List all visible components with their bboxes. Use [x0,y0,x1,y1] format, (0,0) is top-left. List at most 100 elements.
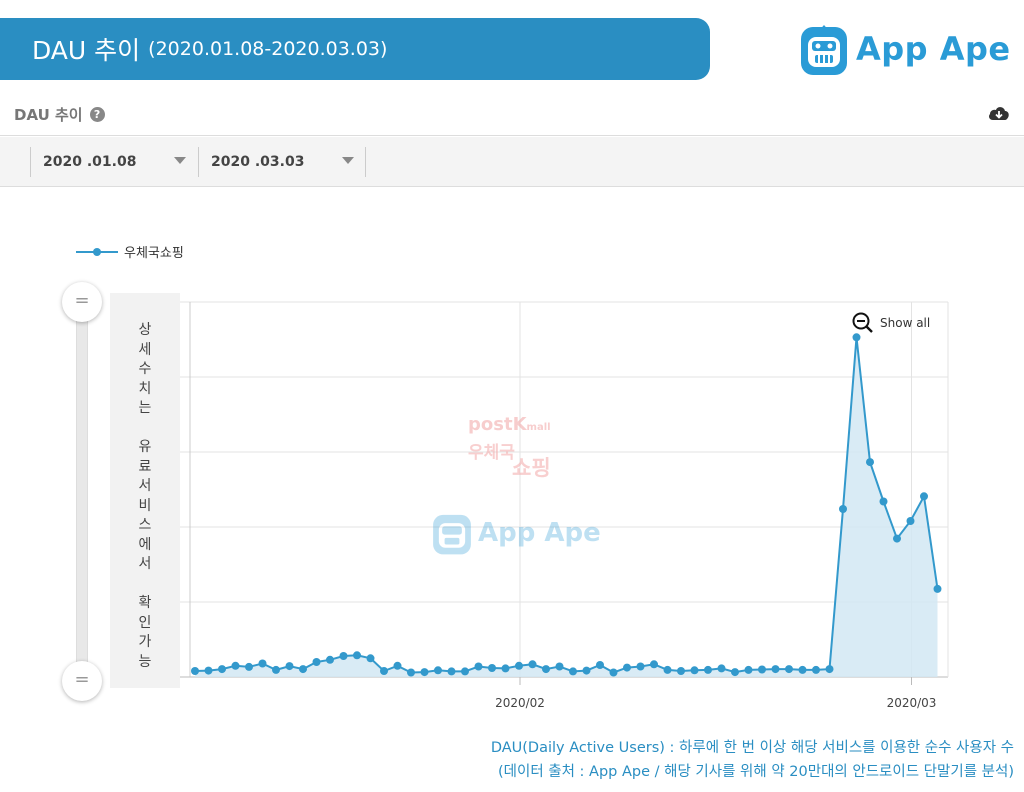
data-point[interactable] [933,584,942,593]
data-point[interactable] [285,662,294,671]
data-point[interactable] [474,662,483,671]
data-point[interactable] [299,665,307,674]
data-point[interactable] [650,660,658,669]
start-date-select[interactable]: 2020 .01.08 [30,147,196,177]
series-line [194,337,939,674]
data-point[interactable] [771,665,780,674]
data-point[interactable] [434,666,442,675]
data-point[interactable] [272,665,280,674]
data-point[interactable] [879,497,888,506]
korea-post-watermark: 우체국 [468,443,515,463]
panel-title: DAU 추이 ? [14,104,105,125]
data-point[interactable] [663,665,672,674]
data-point[interactable] [447,667,456,676]
data-point[interactable] [636,662,645,671]
data-point[interactable] [528,660,537,669]
data-point[interactable] [380,667,388,675]
slider-note-char: 에 [138,536,152,553]
data-point[interactable] [353,651,361,660]
data-point[interactable] [690,666,699,675]
data-point[interactable] [191,667,199,675]
banner-date-range: (2020.01.08-2020.03.03) [148,38,388,60]
footnote-dau-definition: DAU(Daily Active Users) : 하루에 한 번 이상 해당 … [490,740,1014,756]
app-ape-logo-icon [801,25,847,75]
shopping-watermark: 쇼핑 [512,456,551,480]
data-point[interactable] [825,665,834,674]
chart-legend[interactable]: 우체국쇼핑 [76,242,184,261]
x-tick-label: 2020/02 [495,696,545,710]
slider-note-char: 유 [138,439,152,455]
data-point[interactable] [218,665,226,674]
chevron-down-icon [342,157,354,164]
data-point[interactable] [366,654,375,663]
panel-header: DAU 추이 ? [0,96,1024,136]
data-point[interactable] [339,652,348,660]
show-all-button[interactable]: Show all [852,312,930,334]
data-point[interactable] [420,668,429,677]
data-point[interactable] [407,668,415,677]
filter-divider [365,147,366,177]
data-point[interactable] [461,667,469,676]
slider-note-char: 수 [138,361,152,377]
data-point[interactable] [555,662,564,671]
data-point[interactable] [542,665,550,674]
data-point[interactable] [839,505,847,513]
slider-note-char: 인 [138,614,152,631]
data-point[interactable] [596,661,604,669]
data-point[interactable] [488,664,496,672]
data-point[interactable] [501,664,510,673]
panel-title-text: DAU 추이 [14,106,83,124]
data-point[interactable] [245,662,253,671]
data-point[interactable] [893,534,901,543]
cloud-download-icon[interactable] [988,104,1010,122]
slider-note-char: 치 [138,380,152,397]
logo-text: App Ape [856,30,1011,68]
data-point[interactable] [717,664,726,673]
data-point[interactable] [258,659,267,668]
data-point[interactable] [582,666,591,675]
data-point[interactable] [677,667,685,675]
help-icon[interactable]: ? [89,107,105,122]
range-slider-bottom-handle[interactable]: = [62,661,102,701]
slider-note-char: 서 [138,478,152,494]
data-point[interactable] [852,333,861,342]
legend-label: 우체국쇼핑 [124,246,184,261]
legend-line-icon [76,247,118,256]
series-area [195,337,938,677]
data-point[interactable] [785,665,793,674]
data-point[interactable] [906,517,915,525]
chevron-down-icon [174,157,186,164]
data-point[interactable] [920,492,928,501]
start-date-value: 2020 .01.08 [43,154,137,170]
data-point[interactable] [569,667,577,676]
data-point[interactable] [798,665,807,674]
data-point[interactable] [623,663,631,672]
slider-note-char: 확 [138,595,152,611]
range-slider-top-handle[interactable]: = [62,282,102,322]
data-point[interactable] [866,458,874,467]
data-point[interactable] [231,661,240,670]
data-point[interactable] [326,655,334,664]
postmall-watermark: postKmall [468,414,551,435]
data-point[interactable] [204,666,213,675]
slider-note-char: 상 [138,322,152,338]
data-point[interactable] [731,668,739,677]
data-point[interactable] [312,658,321,666]
data-point[interactable] [812,665,820,674]
data-point[interactable] [704,665,712,674]
data-point[interactable] [609,668,618,677]
data-point[interactable] [744,665,753,674]
end-date-select[interactable]: 2020 .03.03 [198,147,364,177]
show-all-label: Show all [880,316,931,330]
data-point[interactable] [393,661,402,670]
slider-note-char: 서 [138,556,152,572]
slider-note-char: 가 [138,634,152,650]
slider-note-char: 비 [138,497,152,514]
filter-bar: 2020 .01.08 2020 .03.03 [0,137,1024,187]
data-point[interactable] [758,665,766,674]
data-point[interactable] [515,661,523,670]
slider-note-char: 는 [138,400,152,416]
slider-note-char: 료 [138,458,152,475]
